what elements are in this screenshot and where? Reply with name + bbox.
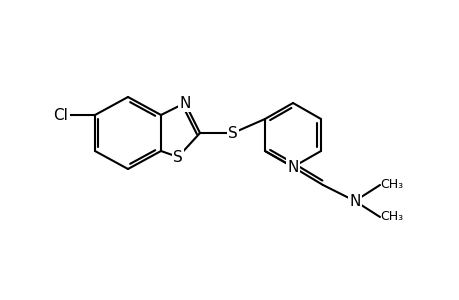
Text: CH₃: CH₃ bbox=[379, 178, 402, 191]
Text: N: N bbox=[287, 160, 298, 175]
Text: Cl: Cl bbox=[53, 107, 68, 122]
Text: S: S bbox=[228, 125, 237, 140]
Text: N: N bbox=[348, 194, 360, 208]
Text: S: S bbox=[173, 149, 183, 164]
Text: N: N bbox=[179, 95, 190, 110]
Text: CH₃: CH₃ bbox=[379, 211, 402, 224]
